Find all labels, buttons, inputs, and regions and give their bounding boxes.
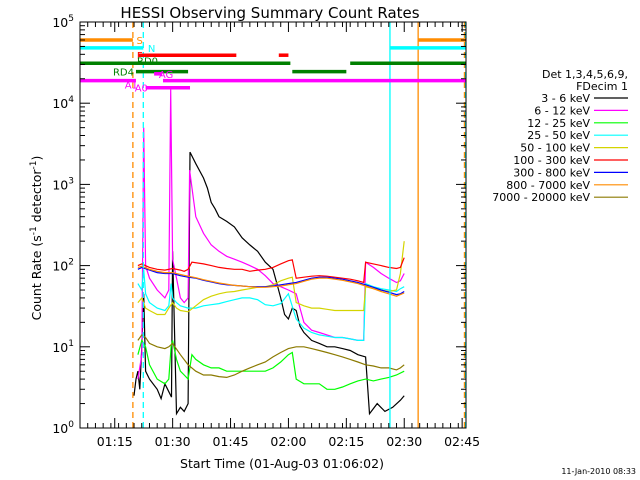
series-line-7 xyxy=(137,266,405,296)
y-tick-label-3: 102 xyxy=(52,258,74,274)
series-line-1 xyxy=(133,151,405,416)
y-axis-label-mid: detector xyxy=(29,169,44,227)
y-tick-label-6: 105 xyxy=(52,14,74,30)
flag-label-n: N xyxy=(148,44,155,55)
legend-label-7: 300 - 800 keV xyxy=(513,166,590,179)
x-axis: 01:15 01:30 01:45 02:00 02:15 02:30 02:45 xyxy=(87,22,480,449)
y-axis-label-sup1: -1 xyxy=(29,226,39,235)
y-tick-label-4: 103 xyxy=(52,176,74,192)
y-axis-label: Count Rate (s-1 detector-1) xyxy=(29,156,44,321)
y-tick-label-5: 104 xyxy=(52,95,74,111)
series-line-3 xyxy=(137,338,405,390)
x-tick-label-3: 01:45 xyxy=(213,434,249,449)
legend-label-4: 25 - 50 keV xyxy=(527,129,590,142)
timestamp: 11-Jan-2010 08:33 xyxy=(561,467,636,476)
series-line-6 xyxy=(137,257,405,284)
legend-header-2: FDecim 1 xyxy=(576,80,628,93)
y-axis: 100 101 102 103 104 105 xyxy=(52,14,466,436)
flag-label-rd0: RD0 xyxy=(137,56,158,67)
flag-label-f: F xyxy=(137,51,143,62)
y-axis-label-main: Count Rate (s xyxy=(29,235,44,320)
x-tick-label-2: 01:30 xyxy=(155,434,191,449)
legend-label-5: 50 - 100 keV xyxy=(520,142,590,155)
legend-label-6: 100 - 300 keV xyxy=(513,154,590,167)
x-tick-label-4: 02:00 xyxy=(270,434,306,449)
x-axis-label: Start Time (01-Aug-03 01:06:02) xyxy=(180,456,384,471)
legend-label-1: 3 - 6 keV xyxy=(541,92,590,105)
flag-label-rd4: RD4 xyxy=(113,68,134,79)
y-axis-label-end: ) xyxy=(29,156,44,161)
legend-label-9: 7000 - 20000 keV xyxy=(492,191,590,204)
series-line-4 xyxy=(137,269,405,341)
y-tick-label-1: 100 xyxy=(52,420,74,436)
x-tick-label-7: 02:45 xyxy=(444,434,480,449)
flag-label-a0: A0 xyxy=(135,84,148,95)
flag-label-ag: AG xyxy=(159,70,173,81)
legend-header-1: Det 1,3,4,5,6,9, xyxy=(542,68,628,81)
flag-label-a1: A1 xyxy=(125,81,138,92)
legend-label-3: 12 - 25 keV xyxy=(527,117,590,130)
series-line-9 xyxy=(137,334,405,379)
legend-label-2: 6 - 12 keV xyxy=(534,104,590,117)
series-layer xyxy=(133,88,405,416)
y-axis-label-sup2: -1 xyxy=(29,161,39,170)
legend-label-8: 800 - 7000 keV xyxy=(506,179,590,192)
x-tick-label-6: 02:30 xyxy=(386,434,422,449)
flag-label-s: S xyxy=(137,36,143,47)
y-tick-label-2: 101 xyxy=(52,339,74,355)
series-line-8 xyxy=(137,265,405,297)
x-tick-label-1: 01:15 xyxy=(97,434,133,449)
x-tick-label-5: 02:15 xyxy=(328,434,364,449)
chart-title: HESSI Observing Summary Count Rates xyxy=(120,4,419,22)
vertical-marker-layer xyxy=(132,22,467,428)
